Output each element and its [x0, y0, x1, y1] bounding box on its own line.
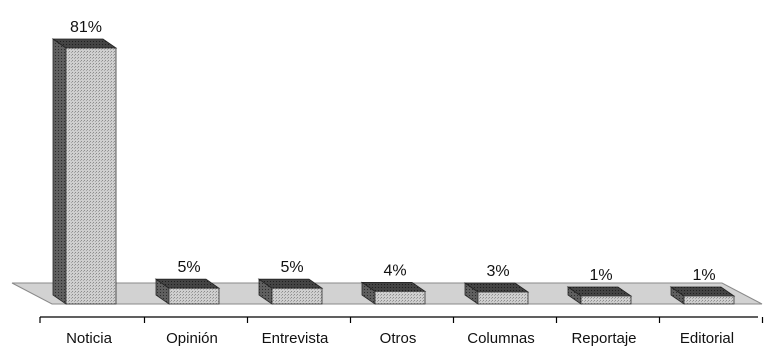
x-tick-label: Editorial [680, 330, 734, 347]
bar-front-face [374, 290, 426, 305]
data-label: 5% [280, 259, 303, 276]
data-label: 1% [692, 267, 715, 284]
x-tick-label: Noticia [66, 330, 113, 347]
x-tick-label: Reportaje [571, 330, 636, 347]
bar-front-face [65, 47, 117, 305]
x-tick-label: Entrevista [262, 330, 329, 347]
bar [463, 282, 530, 305]
bar [669, 286, 736, 305]
x-tick-label: Opinión [166, 330, 218, 347]
bar [257, 278, 324, 305]
x-tick-label: Columnas [467, 330, 535, 347]
bar [154, 278, 221, 305]
bar [360, 281, 427, 305]
bar-front-face [168, 287, 220, 305]
bar [51, 38, 118, 305]
data-label: 4% [383, 262, 406, 279]
bar-side-face [52, 38, 67, 305]
bar-front-face [271, 287, 323, 305]
bar [566, 286, 633, 305]
data-label: 3% [486, 263, 509, 280]
data-label: 5% [177, 259, 200, 276]
bar-front-face [477, 291, 529, 305]
data-label: 81% [70, 19, 102, 36]
bar-front-face [683, 295, 735, 305]
data-label: 1% [589, 267, 612, 284]
x-tick-label: Otros [380, 330, 417, 347]
bar-front-face [580, 295, 632, 305]
